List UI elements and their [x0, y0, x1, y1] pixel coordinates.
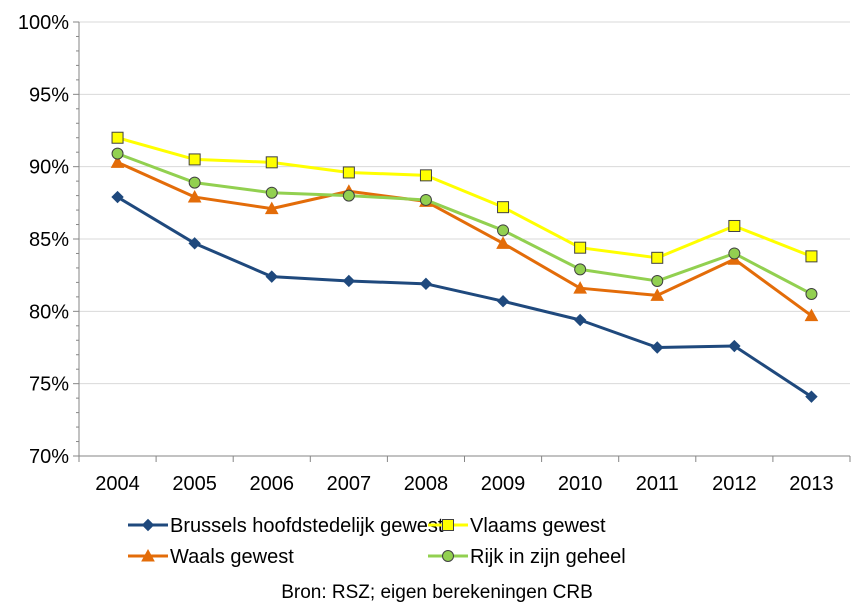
x-tick-label: 2005 — [172, 473, 217, 495]
data-point — [419, 277, 433, 291]
y-tick-label: 100% — [18, 12, 69, 34]
data-point — [264, 201, 279, 215]
legend: Brussels hoofdstedelijk gewest Vlaams gew… — [128, 515, 626, 568]
source-note: Bron: RSZ; eigen berekeningen CRB — [281, 582, 593, 603]
axes — [73, 21, 851, 462]
x-tick-label: 2012 — [712, 473, 757, 495]
data-point — [496, 236, 510, 249]
x-tick-label: 2004 — [95, 473, 140, 495]
legend-label: Waals gewest — [170, 546, 294, 568]
data-point — [805, 287, 818, 300]
data-point — [188, 237, 201, 250]
legend-marker — [442, 519, 454, 531]
legend-marker — [442, 550, 454, 562]
x-tick-label: 2013 — [789, 473, 834, 495]
data-point — [651, 251, 664, 264]
data-point — [573, 281, 587, 294]
data-point — [651, 274, 664, 287]
series-line — [117, 136, 812, 260]
data-point — [728, 219, 741, 232]
legend-marker — [141, 548, 155, 562]
series-line — [117, 152, 813, 296]
x-tick-label: 2007 — [327, 473, 372, 495]
data-point — [804, 308, 819, 322]
legend-label: Vlaams gewest — [470, 515, 606, 537]
data-point — [265, 186, 278, 199]
series-line — [116, 195, 813, 398]
y-tick-label: 80% — [29, 301, 69, 323]
y-tick-label: 85% — [29, 229, 69, 251]
x-tick-label: 2010 — [558, 473, 603, 495]
data-point — [111, 190, 124, 204]
data-point — [265, 270, 278, 283]
data-point — [651, 341, 664, 354]
data-point — [573, 313, 587, 327]
series-rijk-in-zijn-geheel — [111, 147, 818, 300]
x-tick-label: 2009 — [481, 473, 526, 495]
data-point — [342, 274, 356, 288]
data-point — [805, 390, 818, 403]
data-point — [187, 190, 202, 203]
x-tick-label: 2011 — [636, 473, 679, 495]
x-axis-tick-labels: 2004 2005 2006 2007 2008 2009 2010 2011 2012 2013 — [95, 473, 833, 495]
data-point — [265, 156, 278, 169]
series-brussels-hoofdstedelijk-gewest — [111, 190, 818, 403]
legend-item: Waals gewest — [128, 546, 294, 568]
data-point — [574, 241, 587, 254]
data-point — [728, 247, 741, 260]
data-point — [342, 189, 355, 202]
data-point — [342, 166, 355, 179]
data-point — [805, 250, 818, 263]
data-point — [497, 201, 510, 214]
y-tick-label: 70% — [29, 446, 69, 468]
data-point — [111, 131, 124, 144]
data-point — [188, 153, 201, 166]
x-tick-label: 2008 — [404, 473, 449, 495]
y-tick-label: 90% — [29, 157, 69, 179]
x-tick-label: 2006 — [250, 473, 295, 495]
legend-marker — [141, 518, 155, 532]
data-point — [419, 193, 432, 206]
legend-label: Brussels hoofdstedelijk gewest — [170, 515, 444, 537]
data-point — [110, 155, 125, 168]
data-point — [496, 294, 510, 308]
data-point — [497, 224, 510, 237]
series-vlaams-gewest — [111, 131, 818, 264]
y-tick-label: 75% — [29, 374, 69, 396]
series-line — [116, 160, 813, 317]
data-series — [110, 131, 819, 403]
data-point — [419, 169, 432, 182]
data-point — [111, 147, 124, 160]
data-point — [728, 339, 741, 353]
gridlines — [79, 21, 850, 385]
data-point — [188, 176, 201, 189]
data-point — [574, 263, 587, 276]
legend-item: Rijk in zijn geheel — [428, 546, 626, 568]
legend-label: Rijk in zijn geheel — [470, 546, 626, 568]
y-tick-label: 95% — [29, 84, 69, 106]
legend-item: Brussels hoofdstedelijk gewest — [128, 515, 444, 537]
data-point — [650, 288, 665, 301]
legend-item: Vlaams gewest — [428, 515, 606, 537]
y-axis-tick-labels: 70% 75% 80% 85% 90% 95% 100% — [18, 12, 69, 468]
